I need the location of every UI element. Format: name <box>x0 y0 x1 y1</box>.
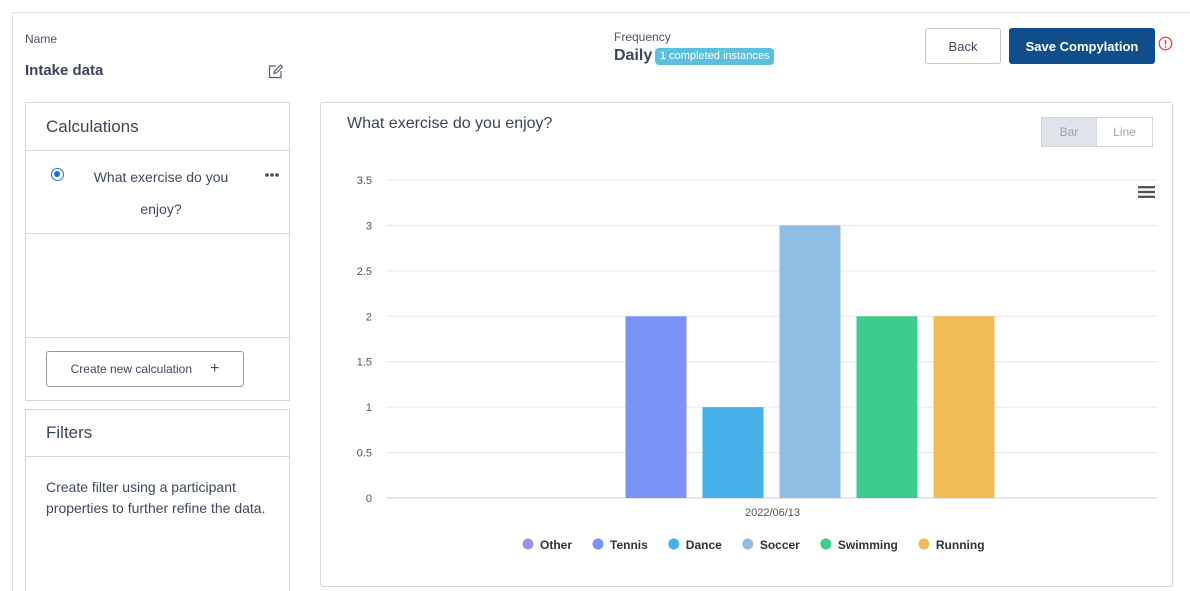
calculations-panel: Calculations What exercise do you enjoy?… <box>25 102 290 401</box>
divider <box>26 150 289 151</box>
legend-label-dance: Dance <box>686 538 722 552</box>
legend-label-other: Other <box>540 538 572 552</box>
legend-marker-swimming <box>820 538 832 550</box>
y-tick-label: 3 <box>366 220 372 232</box>
bar-soccer <box>779 225 841 498</box>
y-tick-label: 1 <box>366 402 372 414</box>
y-tick-label: 0.5 <box>357 448 372 460</box>
create-calculation-label: Create new calculation <box>70 362 193 376</box>
save-compylation-button[interactable]: Save Compylation <box>1009 28 1155 64</box>
bar-tennis <box>625 316 687 498</box>
y-tick-label: 3.5 <box>357 175 372 187</box>
legend-label-running: Running <box>936 538 985 552</box>
legend-marker-dance <box>668 538 680 550</box>
bar-running <box>933 316 995 498</box>
frequency-label: Frequency <box>614 30 671 44</box>
line-toggle-button[interactable]: Line <box>1097 117 1153 147</box>
chart-title: What exercise do you enjoy? <box>347 115 553 132</box>
legend-marker-soccer <box>742 538 754 550</box>
divider <box>26 337 289 338</box>
y-tick-label: 2.5 <box>357 266 372 278</box>
y-tick-label: 0 <box>366 493 372 505</box>
legend-marker-other <box>522 538 534 550</box>
back-button[interactable]: Back <box>925 28 1001 64</box>
legend-marker-running <box>918 538 930 550</box>
divider <box>26 233 289 234</box>
legend-marker-tennis <box>592 538 604 550</box>
edit-icon[interactable] <box>266 63 284 81</box>
frequency-value: Daily <box>614 47 653 64</box>
name-label: Name <box>25 32 58 46</box>
alert-icon <box>1158 36 1173 51</box>
create-calculation-button[interactable]: Create new calculation + <box>46 351 244 387</box>
chart-menu-icon[interactable] <box>1138 185 1155 199</box>
filters-panel: Filters Create filter using a participan… <box>25 409 290 591</box>
bar-swimming <box>856 316 918 498</box>
bar-toggle-button[interactable]: Bar <box>1041 117 1097 147</box>
chart-panel: 0 0.5 1 1.5 2 2.5 3 3.5 2022/06/13 Other Tennis Dan… <box>320 102 1173 587</box>
divider <box>26 456 289 457</box>
compilation-name: Intake data <box>25 62 104 79</box>
completed-instances-badge: 1 completed instances <box>655 48 775 65</box>
x-tick-label: 2022/06/13 <box>745 507 800 519</box>
bar-dance <box>702 407 764 498</box>
legend-label-soccer: Soccer <box>760 538 800 552</box>
y-tick-label: 1.5 <box>357 357 372 369</box>
y-tick-label: 2 <box>366 311 372 323</box>
legend-label-tennis: Tennis <box>610 538 648 552</box>
chart-type-toggle: Bar Line <box>1041 117 1153 147</box>
filters-description: Create filter using a participant proper… <box>46 479 266 516</box>
calculation-item-label[interactable]: What exercise do you enjoy? <box>93 169 229 217</box>
calculation-radio[interactable] <box>51 168 64 181</box>
legend-label-swimming: Swimming <box>838 538 898 552</box>
calculations-title: Calculations <box>46 117 139 136</box>
filters-title: Filters <box>46 423 93 442</box>
plus-icon: + <box>210 360 220 377</box>
bar-chart: 0 0.5 1 1.5 2 2.5 3 3.5 2022/06/13 Other Tennis Dan… <box>357 175 1157 552</box>
more-options-icon[interactable] <box>264 169 280 181</box>
